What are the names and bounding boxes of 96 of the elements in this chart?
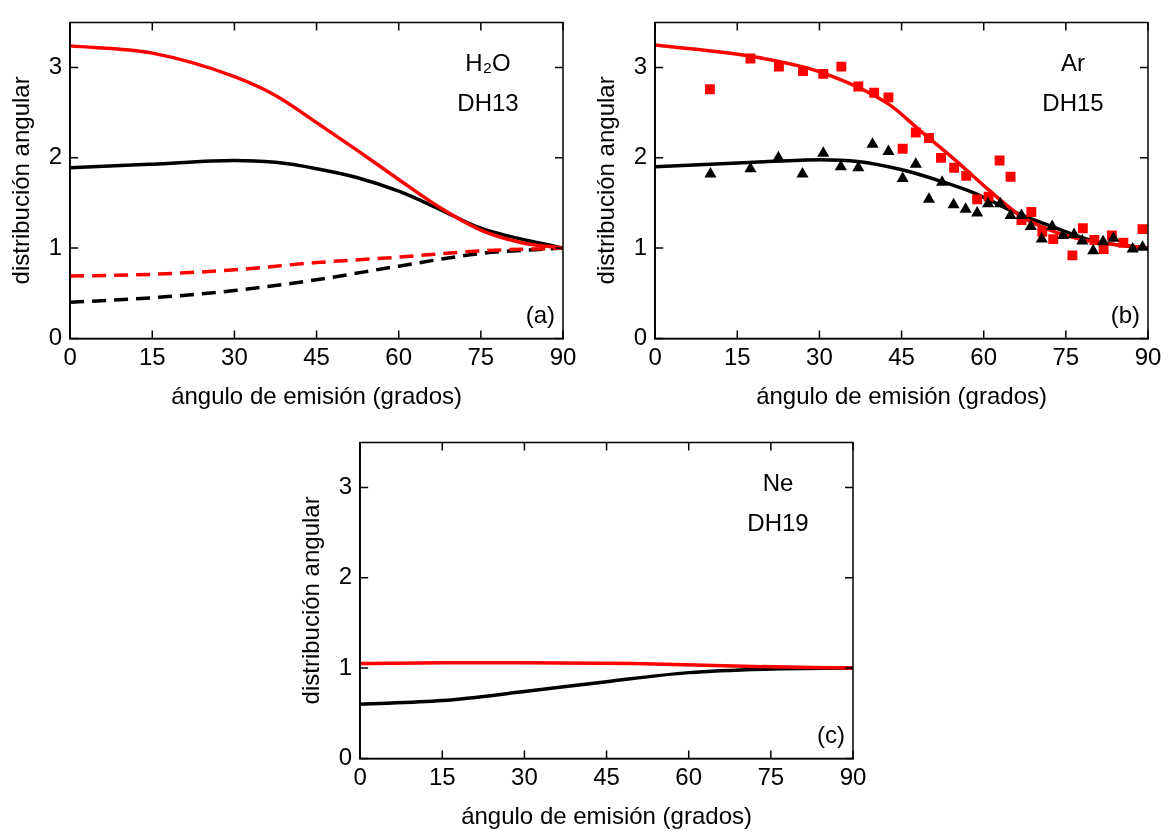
point [959,202,972,213]
point [704,167,717,178]
annotation: H₂O [465,49,511,77]
point [853,81,864,92]
point [936,175,949,186]
point [1097,234,1110,246]
point [910,127,921,138]
x-tick-label: 75 [467,343,495,371]
line-series [655,43,1148,250]
point [1068,227,1081,239]
x-axis-title: ángulo de emisión (grados) [756,382,1047,410]
y-axis-title: distribución angular [297,496,325,705]
y-tick-label: 1 [48,232,63,260]
point [1005,171,1016,182]
point [704,84,715,95]
annotation: DH15 [1042,89,1104,117]
point [798,66,808,77]
point [971,205,984,217]
point [949,162,960,173]
y-tick-label: 3 [48,52,63,80]
x-tick-label: 30 [221,343,248,371]
point [745,53,756,64]
point [896,171,909,183]
annotation: (c) [817,721,845,749]
y-tick-label: 2 [48,142,63,170]
x-tick-label: 90 [839,763,867,791]
point [869,87,880,98]
point [897,143,908,154]
x-tick-label: 75 [757,763,785,791]
x-tick-label: 60 [385,343,413,371]
x-tick-label: 75 [1052,343,1080,371]
y-tick-label: 1 [633,232,648,260]
annotation: Ar [1061,49,1086,77]
point [936,152,946,163]
point [924,133,934,143]
point [882,144,895,156]
point [1057,228,1070,239]
x-axis-title: ángulo de emisión (grados) [171,382,462,410]
point [994,196,1007,208]
x-tick-label: 15 [723,343,751,371]
y-tick-label: 0 [338,743,353,771]
point [961,170,972,181]
point [773,61,784,72]
point [1126,242,1139,253]
x-tick-label: 60 [970,343,998,371]
point [947,197,960,209]
point [1089,235,1100,245]
y-tick-label: 0 [48,323,63,351]
point [1048,234,1059,245]
x-tick-label: 90 [1134,343,1162,371]
point [1035,232,1048,243]
point [1118,237,1129,248]
point [1004,208,1017,220]
y-tick-label: 3 [338,472,353,500]
point [818,68,829,79]
x-tick-label: 90 [549,343,577,371]
y-tick-label: 3 [633,52,648,80]
x-tick-label: 30 [511,763,538,791]
y-tick-label: 0 [633,323,648,351]
point [909,157,922,168]
x-tick-label: 45 [593,763,620,791]
point [1067,250,1078,261]
annotation: DH19 [747,509,809,537]
point [836,61,847,72]
point [866,137,879,148]
point [1137,224,1148,235]
annotation: (a) [525,301,555,329]
annotation: DH13 [457,89,519,117]
x-tick-label: 45 [303,343,330,371]
point [922,192,936,203]
x-axis-title: ángulo de emisión (grados) [461,802,752,830]
point [982,196,995,208]
point [883,92,894,103]
y-axis-title: distribución angular [592,76,620,285]
point [994,155,1005,166]
point [1024,219,1037,230]
point [796,167,809,178]
point [817,146,830,157]
y-tick-label: 2 [338,562,353,590]
x-tick-label: 15 [138,343,166,371]
point [1098,244,1109,254]
x-tick-label: 60 [675,763,703,791]
point [1087,243,1100,255]
y-tick-label: 1 [338,652,353,680]
point [1015,208,1028,220]
point [1026,207,1037,217]
x-tick-label: 30 [806,343,833,371]
y-tick-label: 2 [633,142,648,170]
x-tick-label: 45 [888,343,915,371]
point [972,194,983,205]
y-axis-title: distribución angular [7,76,35,285]
x-tick-label: 15 [428,763,456,791]
point [1076,233,1089,245]
annotation: (b) [1110,301,1140,329]
annotation: Ne [762,469,794,497]
point [1077,223,1088,234]
